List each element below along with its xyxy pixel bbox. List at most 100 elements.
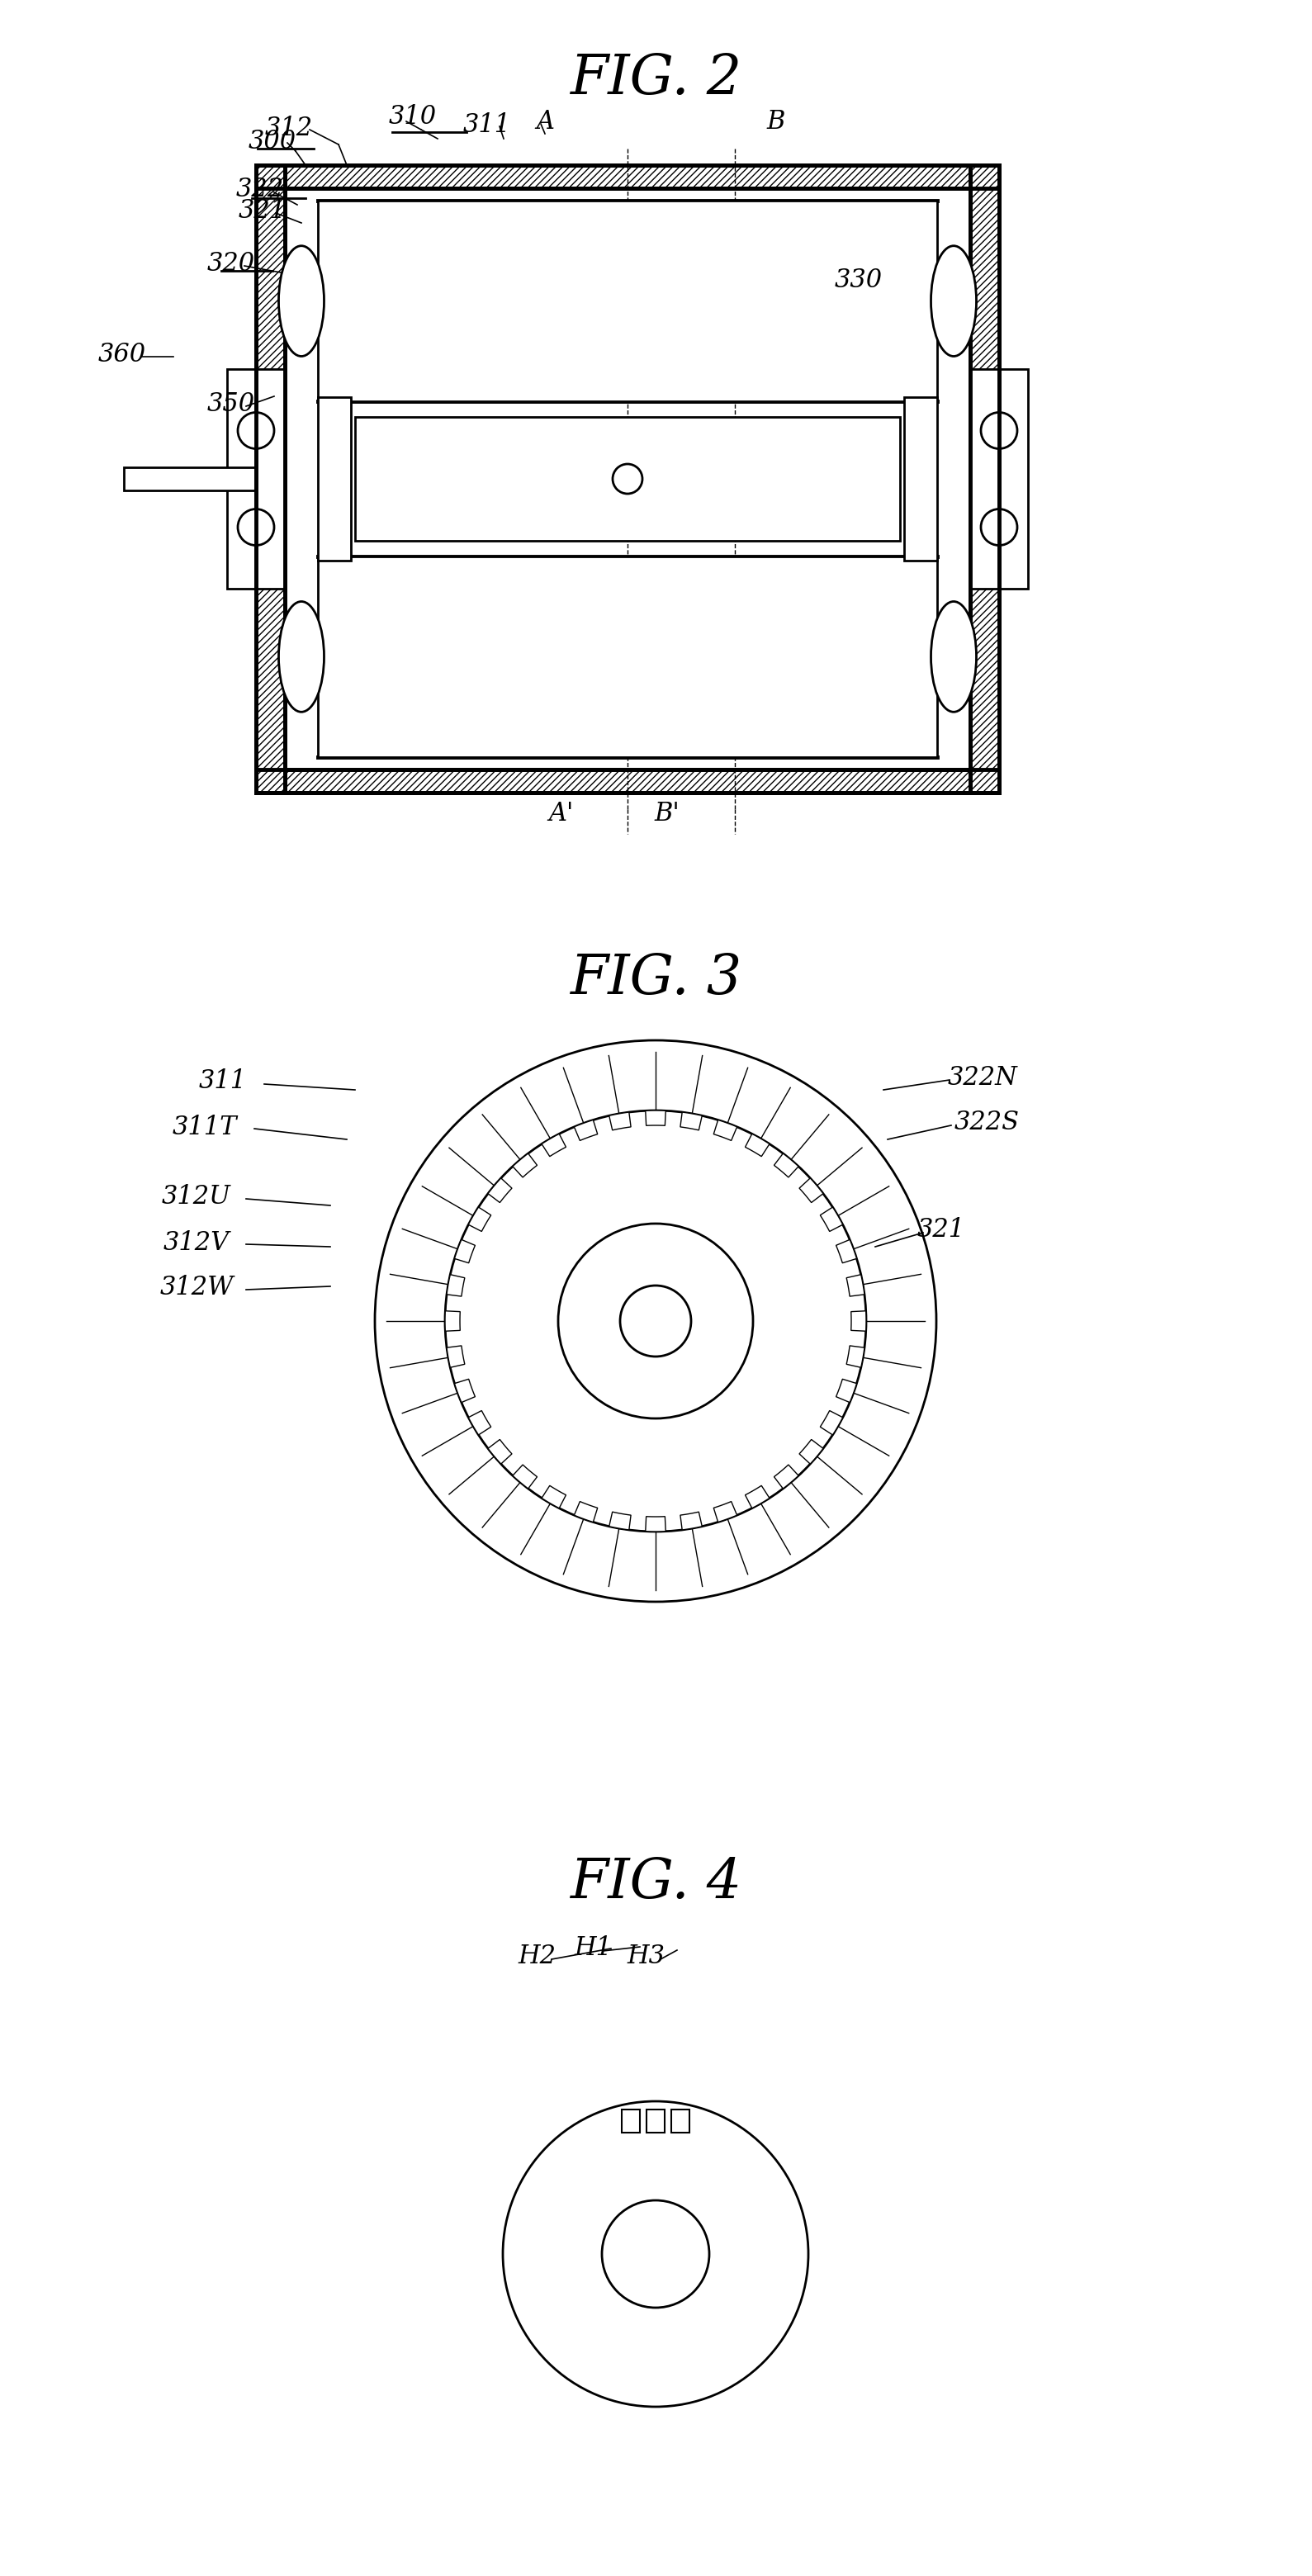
Bar bbox=[318, 397, 350, 562]
Polygon shape bbox=[836, 1378, 857, 1401]
Circle shape bbox=[487, 1151, 825, 1492]
Bar bbox=[256, 770, 998, 793]
Polygon shape bbox=[468, 1412, 491, 1435]
Polygon shape bbox=[774, 1466, 799, 1489]
Bar bbox=[256, 165, 998, 793]
Text: 312: 312 bbox=[265, 116, 314, 142]
Polygon shape bbox=[799, 1440, 823, 1463]
Circle shape bbox=[602, 2200, 710, 2308]
Text: 350: 350 bbox=[207, 392, 256, 417]
Polygon shape bbox=[446, 1275, 464, 1296]
Polygon shape bbox=[513, 1154, 537, 1177]
Polygon shape bbox=[714, 1121, 737, 1141]
Polygon shape bbox=[513, 1466, 537, 1489]
Circle shape bbox=[621, 1285, 691, 1358]
Polygon shape bbox=[542, 1133, 565, 1157]
Text: 311: 311 bbox=[199, 1069, 247, 1095]
Polygon shape bbox=[445, 1311, 461, 1332]
Circle shape bbox=[375, 1041, 937, 1602]
Bar bbox=[970, 165, 998, 793]
Polygon shape bbox=[446, 1345, 464, 1368]
Circle shape bbox=[981, 510, 1017, 546]
Text: FIG. 2: FIG. 2 bbox=[569, 52, 741, 106]
Text: 312V: 312V bbox=[164, 1229, 230, 1255]
Polygon shape bbox=[575, 1502, 597, 1522]
Text: 311: 311 bbox=[463, 113, 512, 139]
Polygon shape bbox=[575, 1121, 597, 1141]
Polygon shape bbox=[488, 1440, 512, 1463]
Bar bbox=[256, 165, 285, 793]
Polygon shape bbox=[714, 1502, 737, 1522]
Polygon shape bbox=[799, 1177, 823, 1203]
Bar bbox=[256, 770, 998, 793]
Ellipse shape bbox=[932, 603, 976, 711]
Circle shape bbox=[613, 464, 643, 495]
Polygon shape bbox=[609, 1113, 631, 1131]
Polygon shape bbox=[820, 1412, 842, 1435]
Text: 321: 321 bbox=[917, 1218, 966, 1244]
Bar bbox=[904, 397, 937, 562]
Polygon shape bbox=[681, 1113, 702, 1131]
Text: H1: H1 bbox=[573, 1935, 611, 1960]
Text: 312W: 312W bbox=[160, 1275, 234, 1301]
Text: 300: 300 bbox=[248, 129, 297, 155]
Circle shape bbox=[502, 2102, 808, 2406]
Bar bbox=[256, 165, 998, 188]
Polygon shape bbox=[488, 1177, 512, 1203]
Circle shape bbox=[981, 412, 1017, 448]
Text: B': B' bbox=[655, 801, 680, 827]
Ellipse shape bbox=[278, 245, 324, 355]
Text: 311T: 311T bbox=[172, 1115, 237, 1139]
Polygon shape bbox=[774, 1154, 799, 1177]
Text: 312U: 312U bbox=[161, 1185, 231, 1211]
Circle shape bbox=[445, 1110, 866, 1533]
Text: 321: 321 bbox=[239, 198, 286, 224]
Bar bbox=[123, 466, 256, 489]
Polygon shape bbox=[851, 1311, 866, 1332]
Polygon shape bbox=[646, 1517, 665, 1533]
Text: H3: H3 bbox=[627, 1945, 665, 1971]
Text: FIG. 3: FIG. 3 bbox=[569, 951, 741, 1005]
Bar bbox=[318, 201, 937, 402]
Circle shape bbox=[237, 510, 274, 546]
Bar bbox=[970, 165, 998, 793]
Ellipse shape bbox=[278, 603, 324, 711]
Polygon shape bbox=[820, 1208, 842, 1231]
Text: 322N: 322N bbox=[947, 1064, 1018, 1090]
Polygon shape bbox=[468, 1208, 491, 1231]
Bar bbox=[672, 2110, 689, 2133]
Circle shape bbox=[237, 412, 274, 448]
Bar bbox=[647, 2110, 665, 2133]
Bar bbox=[256, 165, 285, 793]
Polygon shape bbox=[454, 1239, 475, 1262]
Polygon shape bbox=[846, 1275, 865, 1296]
Polygon shape bbox=[609, 1512, 631, 1530]
Ellipse shape bbox=[932, 245, 976, 355]
Bar bbox=[356, 417, 900, 541]
Polygon shape bbox=[745, 1486, 769, 1507]
Text: 322: 322 bbox=[236, 178, 285, 204]
Circle shape bbox=[558, 1224, 753, 1419]
Text: 322S: 322S bbox=[954, 1110, 1019, 1136]
Text: H2: H2 bbox=[518, 1945, 556, 1971]
Polygon shape bbox=[454, 1378, 475, 1401]
Bar bbox=[970, 368, 1029, 590]
Polygon shape bbox=[846, 1345, 865, 1368]
Text: 310: 310 bbox=[388, 106, 437, 129]
Polygon shape bbox=[681, 1512, 702, 1530]
Polygon shape bbox=[542, 1486, 565, 1507]
Text: B: B bbox=[768, 108, 786, 134]
Text: A': A' bbox=[548, 801, 575, 827]
Polygon shape bbox=[836, 1239, 857, 1262]
Text: 330: 330 bbox=[834, 268, 883, 294]
Polygon shape bbox=[745, 1133, 769, 1157]
Polygon shape bbox=[646, 1110, 665, 1126]
Text: A: A bbox=[535, 108, 554, 134]
Bar bbox=[227, 368, 285, 590]
Bar bbox=[622, 2110, 640, 2133]
Text: 360: 360 bbox=[98, 343, 146, 368]
Bar bbox=[318, 556, 937, 757]
Bar bbox=[256, 165, 998, 188]
Text: 320: 320 bbox=[207, 252, 256, 278]
Text: FIG. 4: FIG. 4 bbox=[569, 1855, 741, 1909]
